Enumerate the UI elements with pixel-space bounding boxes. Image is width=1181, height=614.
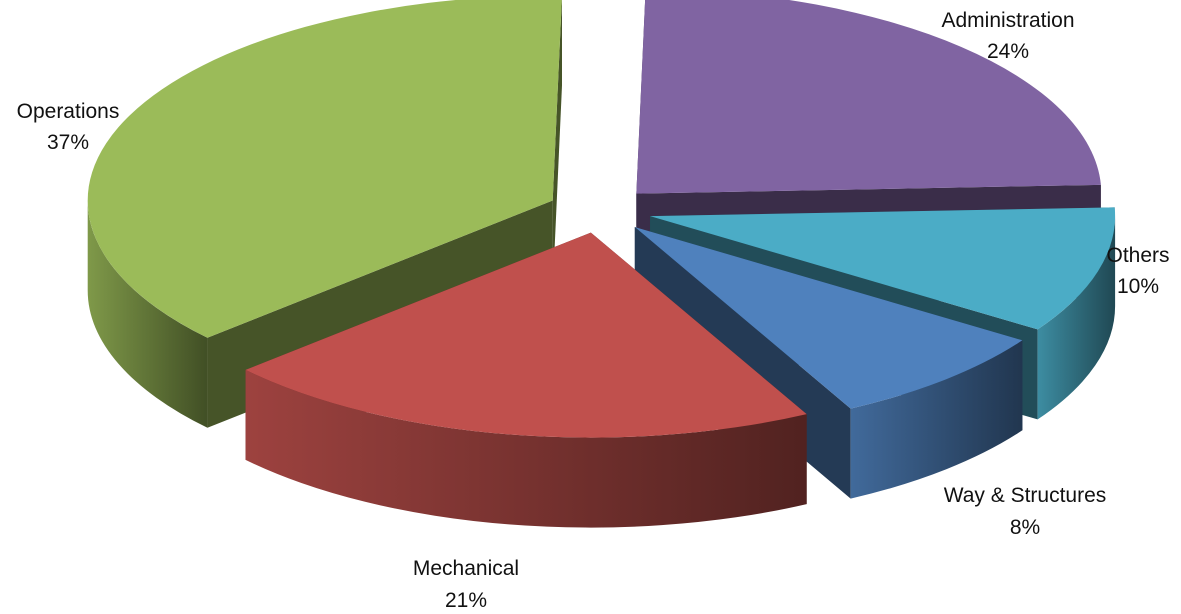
slice-others-side <box>1037 216 1116 420</box>
label-administration-name: Administration <box>941 9 1074 32</box>
label-way-structures-name: Way & Structures <box>944 484 1107 507</box>
slice-others-top <box>650 207 1116 330</box>
slice-operations-side <box>87 200 208 428</box>
label-mechanical-name: Mechanical <box>413 557 519 580</box>
slice-operations-top <box>87 0 562 338</box>
label-operations-pct: 37% <box>47 131 89 154</box>
label-others-name: Others <box>1106 244 1169 267</box>
slice-operations-cut-face-1 <box>552 0 562 291</box>
slice-mechanical-top <box>245 232 807 438</box>
pie-slices <box>87 0 1116 528</box>
label-mechanical-pct: 21% <box>445 589 487 612</box>
slice-way-structures-side <box>850 340 1023 499</box>
label-administration-pct: 24% <box>987 40 1029 63</box>
slice-administration-top <box>636 0 1101 194</box>
slice-way-structures-top <box>634 227 1023 409</box>
data-labels: Administration 24% Others 10% Way & Stru… <box>17 9 1170 612</box>
label-way-structures-pct: 8% <box>1010 516 1040 539</box>
slice-mechanical <box>245 232 807 528</box>
label-operations-name: Operations <box>17 100 120 123</box>
label-others-pct: 10% <box>1117 275 1159 298</box>
slice-mechanical-side <box>245 369 807 528</box>
